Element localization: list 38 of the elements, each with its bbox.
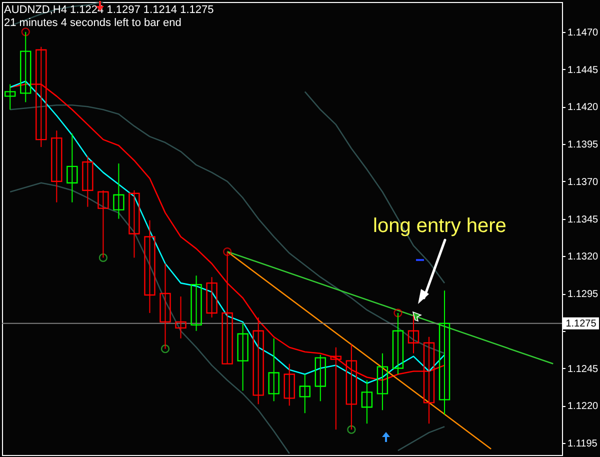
annotation: long entry here [373, 215, 506, 237]
candlestick [376, 352, 388, 411]
y-tick-label: 1.1195 [568, 438, 598, 450]
text: 21 minutes 4 seconds left to bar end [4, 17, 182, 29]
candlestick [438, 290, 450, 416]
point [160, 344, 170, 354]
point [394, 308, 402, 318]
candlestick [82, 155, 94, 208]
y-tick-label: 1.1470 [568, 27, 599, 38]
candlestick [190, 275, 202, 332]
candlestick [314, 354, 326, 402]
point [223, 247, 232, 256]
y-tick-label: 1.1345 [568, 214, 599, 226]
y-tick-label: 1.1295 [568, 289, 599, 300]
point [98, 253, 108, 262]
candlestick [51, 130, 62, 203]
candlestick [144, 220, 156, 314]
candlestick [237, 322, 248, 392]
candlestick [128, 190, 140, 258]
candlestick [113, 162, 124, 220]
y-tick-label: 1.1420 [568, 102, 599, 114]
candlestick [361, 380, 373, 424]
ref-line-label: 1.1275 [566, 318, 597, 330]
candlestick [175, 296, 186, 339]
candlestick [268, 338, 280, 402]
y-tick-label: 1.1220 [568, 401, 599, 412]
candlestick [66, 133, 78, 203]
candlestick [284, 363, 295, 406]
y-tick-label: 1.1445 [568, 64, 599, 76]
candlestick [299, 374, 310, 414]
y-tick-label: 1.1245 [568, 364, 599, 375]
y-tick-label: 1.1395 [568, 140, 599, 151]
point [21, 28, 30, 36]
candlestick [4, 84, 16, 110]
y-tick-label: 1.1320 [568, 252, 599, 263]
y-tick-label: 1.1370 [568, 176, 599, 188]
candlestick [206, 276, 218, 318]
point [347, 425, 356, 434]
